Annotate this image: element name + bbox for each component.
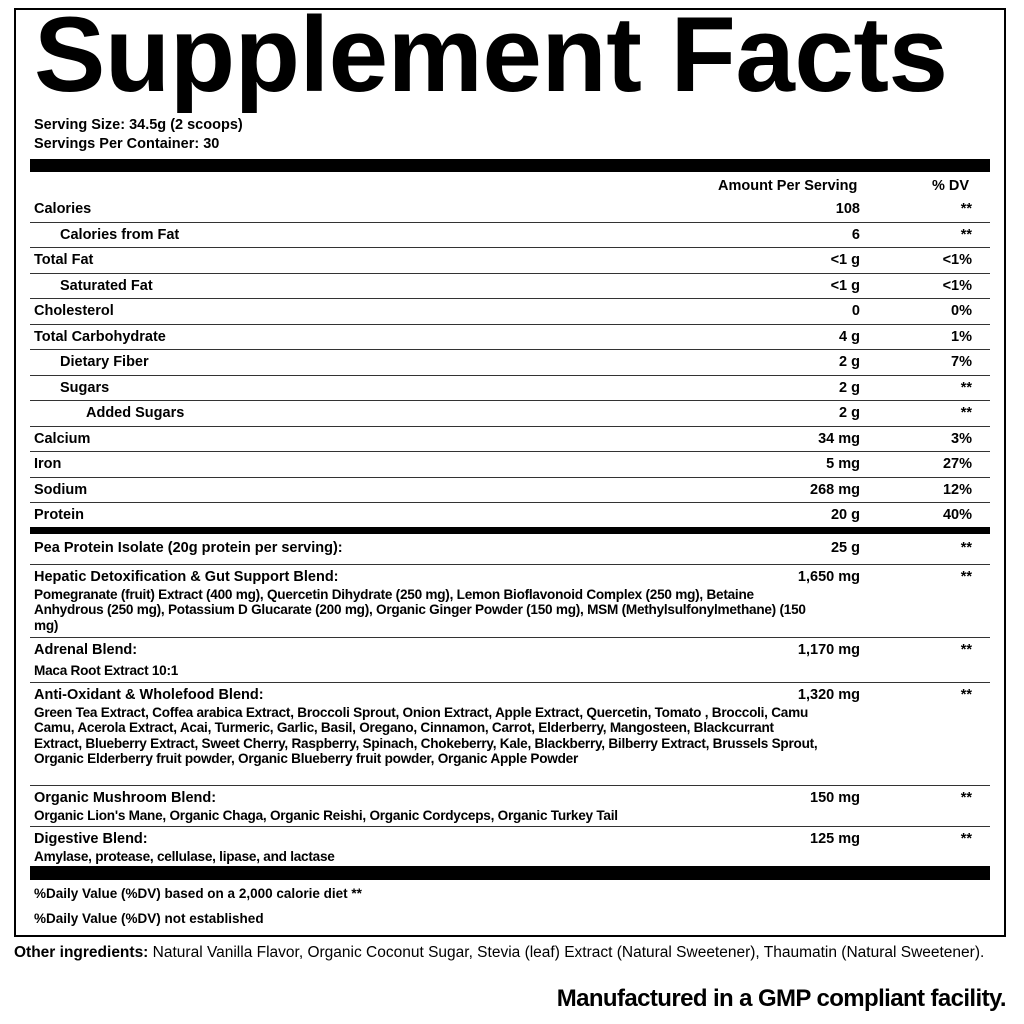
blend-ingredients: Pomegranate (fruit) Extract (400 mg), Qu… bbox=[34, 587, 806, 633]
nutrient-dv: <1% bbox=[942, 277, 972, 294]
nutrient-row: Iron 5 mg 27% bbox=[30, 452, 990, 478]
other-ingredients-text: Natural Vanilla Flavor, Organic Coconut … bbox=[148, 944, 985, 961]
divider-thick bbox=[30, 866, 990, 880]
nutrient-name: Calcium bbox=[34, 430, 91, 447]
panel-title: Supplement Facts bbox=[34, 0, 948, 114]
nutrient-row: Calories 108 ** bbox=[30, 197, 990, 223]
nutrient-name: Total Fat bbox=[34, 252, 94, 268]
nutrient-dv: 7% bbox=[951, 354, 972, 370]
blend-amount: 125 mg bbox=[810, 831, 860, 847]
nutrient-name: Protein bbox=[34, 507, 84, 523]
nutrient-row: Total Carbohydrate 4 g 1% bbox=[30, 325, 990, 350]
nutrient-amount: 34 mg bbox=[818, 430, 860, 447]
serving-size: Serving Size: 34.5g (2 scoops) bbox=[34, 117, 243, 133]
nutrient-row: Total Fat <1 g <1% bbox=[30, 248, 990, 274]
nutrient-row: Dietary Fiber 2 g 7% bbox=[30, 350, 990, 376]
blend-name: Adrenal Blend: bbox=[34, 642, 138, 658]
nutrient-dv: 40% bbox=[942, 507, 972, 523]
blend-row: Hepatic Detoxification & Gut Support Ble… bbox=[30, 564, 990, 637]
nutrient-dv: 3% bbox=[951, 430, 972, 447]
blend-dv: ** bbox=[960, 790, 972, 806]
nutrient-row: Sugars 2 g ** bbox=[30, 376, 990, 401]
nutrient-dv: 12% bbox=[942, 481, 972, 498]
servings-per-container: Servings Per Container: 30 bbox=[34, 136, 220, 152]
nutrient-amount: <1 g bbox=[830, 277, 860, 294]
nutrient-name: Sodium bbox=[34, 481, 88, 498]
other-ingredients: Other ingredients: Natural Vanilla Flavo… bbox=[14, 942, 1014, 963]
footnote-not-established: %Daily Value (%DV) not established bbox=[34, 911, 264, 926]
nutrient-name: Cholesterol bbox=[34, 303, 114, 319]
nutrient-name: Added Sugars bbox=[86, 405, 185, 421]
blend-ingredients: Amylase, protease, cellulase, lipase, an… bbox=[34, 849, 335, 864]
nutrient-amount: 108 bbox=[835, 201, 860, 217]
blend-name: Organic Mushroom Blend: bbox=[34, 790, 217, 806]
blend-table: Pea Protein Isolate (20g protein per ser… bbox=[30, 536, 990, 867]
amount-header: Amount Per Serving bbox=[718, 178, 858, 194]
nutrient-dv: 27% bbox=[942, 456, 972, 472]
nutrient-amount: 20 g bbox=[830, 507, 860, 523]
blend-row: Digestive Blend: 125 mg ** Amylase, proteas… bbox=[30, 826, 990, 867]
blend-row: Organic Mushroom Blend: 150 mg ** Organic L… bbox=[30, 785, 990, 826]
dv-header: % DV bbox=[932, 178, 970, 194]
nutrient-name: Calories bbox=[34, 201, 92, 217]
blend-name: Hepatic Detoxification & Gut Support Ble… bbox=[34, 569, 339, 585]
nutrient-row: Sodium 268 mg 12% bbox=[30, 478, 990, 503]
nutrient-dv: ** bbox=[960, 379, 972, 396]
nutrient-dv: 1% bbox=[951, 328, 972, 345]
other-ingredients-label: Other ingredients: bbox=[14, 944, 149, 961]
blend-dv: ** bbox=[960, 687, 972, 703]
blend-amount: 150 mg bbox=[810, 790, 860, 806]
gmp-statement: Manufactured in a GMP compliant facility… bbox=[556, 985, 1007, 1012]
nutrient-amount: 2 g bbox=[839, 354, 860, 370]
nutrient-name: Dietary Fiber bbox=[60, 354, 149, 370]
nutrient-dv: ** bbox=[960, 201, 972, 217]
blend-ingredients: Green Tea Extract, Coffea arabica Extrac… bbox=[34, 705, 818, 766]
blend-row: Anti-Oxidant & Wholefood Blend: 1,320 mg *… bbox=[30, 682, 990, 785]
nutrient-row: Calories from Fat 6 ** bbox=[30, 223, 990, 248]
nutrient-dv: 0% bbox=[951, 303, 972, 319]
blend-amount: 25 g bbox=[830, 540, 860, 556]
divider-thick bbox=[30, 527, 990, 534]
nutrient-dv: <1% bbox=[942, 252, 972, 268]
nutrient-amount: 0 bbox=[851, 303, 860, 319]
blend-row: Adrenal Blend: 1,170 mg ** Maca Root Extrac… bbox=[30, 637, 990, 682]
nutrient-amount: 2 g bbox=[839, 405, 860, 421]
blend-name: Digestive Blend: bbox=[34, 831, 148, 847]
blend-amount: 1,170 mg bbox=[797, 642, 860, 658]
blend-dv: ** bbox=[960, 540, 972, 556]
nutrient-row: Cholesterol 0 0% bbox=[30, 299, 990, 325]
nutrient-row: Added Sugars 2 g ** bbox=[30, 401, 990, 427]
supplement-facts-panel bbox=[14, 8, 1006, 937]
blend-amount: 1,320 mg bbox=[797, 687, 860, 703]
nutrient-dv: ** bbox=[960, 226, 972, 243]
blend-amount: 1,650 mg bbox=[797, 569, 860, 585]
blend-name: Anti-Oxidant & Wholefood Blend: bbox=[34, 687, 264, 703]
nutrient-amount: 2 g bbox=[839, 379, 860, 396]
divider-thick bbox=[30, 159, 990, 172]
nutrient-name: Sugars bbox=[60, 379, 110, 396]
blend-dv: ** bbox=[960, 569, 972, 585]
nutrient-amount: 4 g bbox=[839, 328, 860, 345]
nutrient-amount: 6 bbox=[851, 226, 860, 243]
nutrient-name: Saturated Fat bbox=[60, 277, 153, 294]
blend-ingredients: Maca Root Extract 10:1 bbox=[34, 663, 179, 678]
nutrient-name: Calories from Fat bbox=[60, 226, 180, 243]
nutrient-amount: 5 mg bbox=[826, 456, 860, 472]
nutrient-amount: 268 mg bbox=[810, 481, 860, 498]
nutrient-amount: <1 g bbox=[830, 252, 860, 268]
blend-name: Pea Protein Isolate (20g protein per ser… bbox=[34, 540, 343, 556]
nutrient-row: Calcium 34 mg 3% bbox=[30, 427, 990, 452]
nutrient-row: Protein 20 g 40% bbox=[30, 503, 990, 529]
nutrient-name: Iron bbox=[34, 456, 62, 472]
nutrient-dv: ** bbox=[960, 405, 972, 421]
nutrient-name: Total Carbohydrate bbox=[34, 328, 166, 345]
blend-dv: ** bbox=[960, 642, 972, 658]
blend-dv: ** bbox=[960, 831, 972, 847]
blend-row: Pea Protein Isolate (20g protein per ser… bbox=[30, 536, 990, 564]
blend-ingredients: Organic Lion's Mane, Organic Chaga, Orga… bbox=[34, 808, 618, 823]
footnote-dv: %Daily Value (%DV) based on a 2,000 calo… bbox=[34, 886, 362, 901]
nutrient-row: Saturated Fat <1 g <1% bbox=[30, 274, 990, 299]
